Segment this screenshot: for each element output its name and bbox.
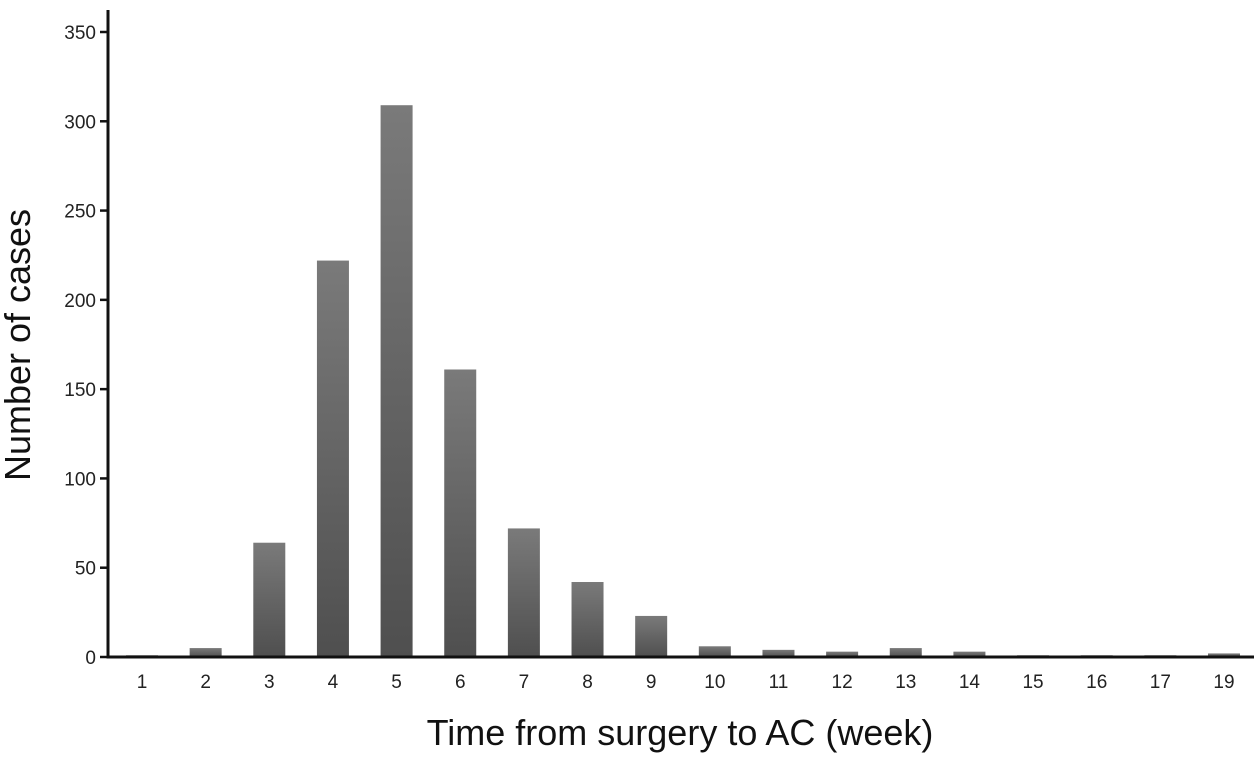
- y-tick-label: 250: [64, 202, 96, 223]
- x-tick-label: 9: [646, 672, 657, 693]
- bar-week-6: [444, 369, 477, 657]
- x-tick-label: 15: [1022, 672, 1043, 693]
- x-tick-label: 17: [1150, 672, 1171, 693]
- bar-week-19: [1208, 653, 1240, 657]
- x-tick-label: 10: [704, 672, 725, 693]
- x-tick-label: 16: [1086, 672, 1107, 693]
- bar-week-4: [316, 260, 349, 657]
- x-tick-label: 4: [328, 672, 339, 693]
- bars-group: [126, 105, 1240, 657]
- x-tick-label: 1: [137, 672, 148, 693]
- bar-week-2: [189, 648, 222, 657]
- bar-week-8: [571, 582, 604, 657]
- bar-week-13: [889, 648, 922, 657]
- x-tick-label: 5: [391, 672, 402, 693]
- bar-week-14: [953, 651, 986, 657]
- y-tick-label: 150: [64, 380, 96, 401]
- x-axis-title: Time from surgery to AC (week): [427, 712, 934, 753]
- bar-week-3: [253, 542, 286, 657]
- x-tick-label: 8: [582, 672, 593, 693]
- y-tick-label: 100: [64, 469, 96, 490]
- y-tick-label: 350: [64, 23, 96, 44]
- y-tick-label: 300: [64, 112, 96, 133]
- y-tick-label: 0: [85, 648, 96, 669]
- bar-week-5: [380, 105, 413, 657]
- x-axis-ticks: 1 2 3 4 5 6 7 8 9 10 11 12 13 14 15 16 17 19: [137, 672, 1235, 693]
- y-axis-ticks: 0 50 100 150 200 250 300 350: [64, 23, 108, 669]
- bar-week-12: [826, 651, 859, 657]
- x-tick-label: 2: [200, 672, 211, 693]
- x-tick-label: 13: [895, 672, 916, 693]
- x-tick-label: 7: [519, 672, 530, 693]
- bar-week-10: [698, 646, 731, 657]
- x-tick-label: 6: [455, 672, 466, 693]
- x-tick-label: 11: [769, 672, 789, 693]
- x-tick-label: 3: [264, 672, 275, 693]
- x-tick-label: 19: [1213, 672, 1234, 693]
- y-axis-title: Number of cases: [0, 209, 38, 481]
- bar-week-9: [635, 615, 668, 657]
- bar-week-11: [762, 649, 795, 657]
- x-tick-label: 12: [832, 672, 853, 693]
- y-tick-label: 50: [75, 559, 96, 580]
- y-tick-label: 200: [64, 291, 96, 312]
- x-tick-label: 14: [959, 672, 981, 693]
- bar-week-7: [507, 528, 540, 657]
